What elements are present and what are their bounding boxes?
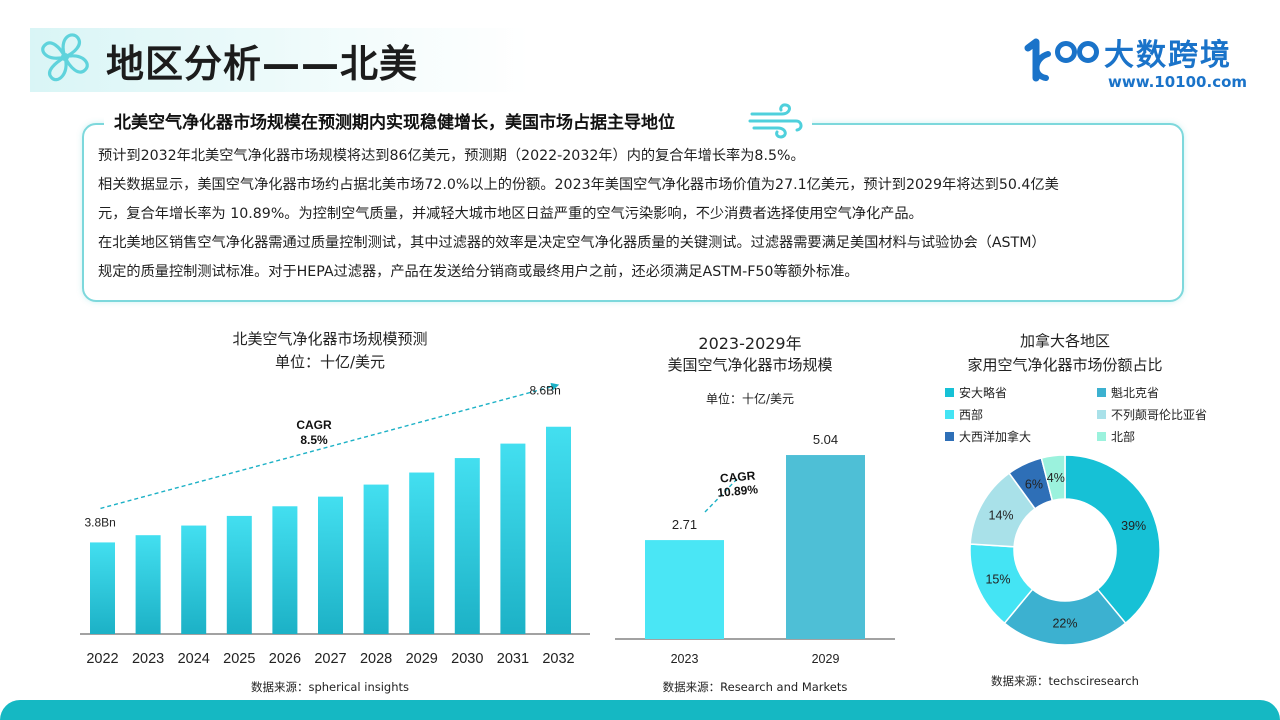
intro-line: 元，复合年增长率为 10.89%。为控制空气质量，并减轻大城市地区日益严重的空气… xyxy=(98,206,923,222)
logo-url[interactable]: www.10100.com xyxy=(1108,73,1248,91)
chart3-slice-label: 14% xyxy=(989,508,1014,522)
chart1-plot: 2022 2023 2024 2025 2026 2027 2028 2029 2030 2031… xyxy=(80,382,590,667)
legend-label: 北部 xyxy=(1111,430,1136,444)
chart1-start-label: 3.8Bn xyxy=(85,515,116,529)
chart2-trend-line xyxy=(704,477,739,513)
chart3-slice xyxy=(1064,454,1161,625)
legend-label: 不列颠哥伦比亚省 xyxy=(1111,408,1208,422)
bottom-decoration-strip xyxy=(0,700,1280,720)
chart2-subtitle: 美国空气净化器市场规模 xyxy=(667,356,833,374)
legend-item: 北部 xyxy=(1097,428,1135,445)
chart1-x-tick: 2027 xyxy=(314,651,346,667)
chart2-bar xyxy=(786,455,865,639)
chart3-slice xyxy=(1040,454,1066,502)
legend-swatch xyxy=(1097,410,1106,419)
chart1-bar xyxy=(226,515,252,634)
chart3-slice-label: 15% xyxy=(985,572,1010,586)
legend-label: 魁北克省 xyxy=(1111,386,1160,400)
chart1-cagr-value: 8.5% xyxy=(300,433,328,447)
legend-item: 不列颠哥伦比亚省 xyxy=(1097,406,1207,423)
chart1-bar xyxy=(318,496,343,634)
legend-item: 大西洋加拿大 xyxy=(945,428,1031,445)
chart1-x-tick: 2031 xyxy=(497,651,529,667)
chart1-bar xyxy=(272,506,298,634)
chart3-source: 数据来源：techsciresearch xyxy=(991,674,1139,688)
chart3-slice-label: 4% xyxy=(1047,471,1065,485)
logo-name: 大数跨境 xyxy=(1104,38,1232,73)
chart1-bar xyxy=(181,525,207,634)
intro-heading: 北美空气净化器市场规模在预测期内实现稳健增长，美国市场占据主导地位 xyxy=(114,113,675,133)
legend-swatch xyxy=(1097,388,1106,397)
chart1-bar xyxy=(409,472,435,634)
chart3-slice-label: 39% xyxy=(1121,519,1146,533)
chart3-slice xyxy=(1003,588,1127,646)
wind-icon xyxy=(748,103,803,139)
legend-swatch xyxy=(945,410,954,419)
chart1-x-tick: 2025 xyxy=(223,651,255,667)
chart1-trend-arrow xyxy=(550,382,560,391)
chart1-x-tick: 2028 xyxy=(360,651,392,667)
chart1-bar xyxy=(454,458,480,634)
chart2-x-tick: 2029 xyxy=(812,652,840,666)
legend-swatch xyxy=(945,388,954,397)
chart3-title: 加拿大各地区 xyxy=(1019,332,1110,350)
legend-label: 安大略省 xyxy=(959,386,1008,400)
chart1-trend-line xyxy=(100,386,552,510)
chart1-bar xyxy=(135,535,161,634)
legend-swatch xyxy=(945,432,954,441)
chart1-title: 北美空气净化器市场规模预测 xyxy=(232,330,428,348)
chart1-bar xyxy=(363,484,389,634)
chart1-x-tick: 2026 xyxy=(269,651,301,667)
legend-item: 魁北克省 xyxy=(1097,384,1159,401)
fan-icon xyxy=(41,33,89,82)
chart2-value-label: 5.04 xyxy=(813,432,838,447)
chart1-bar xyxy=(500,443,526,634)
intro-line: 在北美地区销售空气净化器需通过质量控制测试，其中过滤器的效率是决定空气净化器质量… xyxy=(98,235,1046,251)
intro-line: 规定的质量控制测试标准。对于HEPA过滤器，产品在发送给分销商或最终用户之前，还… xyxy=(98,264,859,280)
chart2-plot: 2.71 5.04 2023 2029 CAGR 10.89% xyxy=(615,432,895,666)
chart1-x-tick: 2024 xyxy=(178,651,210,667)
page-title: 地区分析——北美 xyxy=(106,42,419,86)
chart1-cagr-label: CAGR xyxy=(296,418,332,432)
legend-swatch xyxy=(1097,432,1106,441)
chart1-bar xyxy=(90,542,115,634)
chart2-x-tick: 2023 xyxy=(671,652,699,666)
legend-item: 西部 xyxy=(945,406,983,423)
chart1-end-label: 8.6Bn xyxy=(530,384,561,398)
chart2-unit: 单位：十亿/美元 xyxy=(705,392,795,406)
intro-line: 相关数据显示，美国空气净化器市场约占据北美市场72.0%以上的份额。2023年美… xyxy=(98,177,1059,193)
chart1-subtitle: 单位：十亿/美元 xyxy=(274,353,386,371)
intro-line: 预计到2032年北美空气净化器市场规模将达到86亿美元，预测期（2022-203… xyxy=(98,148,805,164)
chart2-bar xyxy=(645,540,724,639)
legend-label: 西部 xyxy=(959,408,984,422)
chart2-cagr-value: 10.89% xyxy=(717,482,759,500)
chart3-slice-label: 6% xyxy=(1025,477,1043,491)
chart1-x-tick: 2032 xyxy=(542,651,574,667)
chart2-source: 数据来源：Research and Markets xyxy=(662,680,848,694)
chart1-x-tick: 2023 xyxy=(132,651,164,667)
legend-label: 大西洋加拿大 xyxy=(959,430,1032,444)
chart1-x-tick: 2022 xyxy=(86,651,118,667)
chart1-bar xyxy=(546,426,571,634)
chart1-x-tick: 2030 xyxy=(451,651,483,667)
chart1-x-tick: 2029 xyxy=(406,651,438,667)
chart2-value-label: 2.71 xyxy=(672,517,697,532)
chart3-donut: 39% 22% 15% 14% 6% 4% xyxy=(969,454,1161,646)
chart3-subtitle: 家用空气净化器市场份额占比 xyxy=(967,356,1163,374)
chart2-title: 2023-2029年 xyxy=(698,334,802,353)
chart2-cagr-label: CAGR xyxy=(719,468,756,485)
legend-item: 安大略省 xyxy=(945,384,1007,401)
chart3-slice-label: 22% xyxy=(1052,617,1077,631)
logo-icon xyxy=(1024,38,1099,82)
chart1-source: 数据来源：spherical insights xyxy=(250,680,410,694)
title-band xyxy=(30,28,530,92)
intro-heading-background xyxy=(104,105,812,139)
